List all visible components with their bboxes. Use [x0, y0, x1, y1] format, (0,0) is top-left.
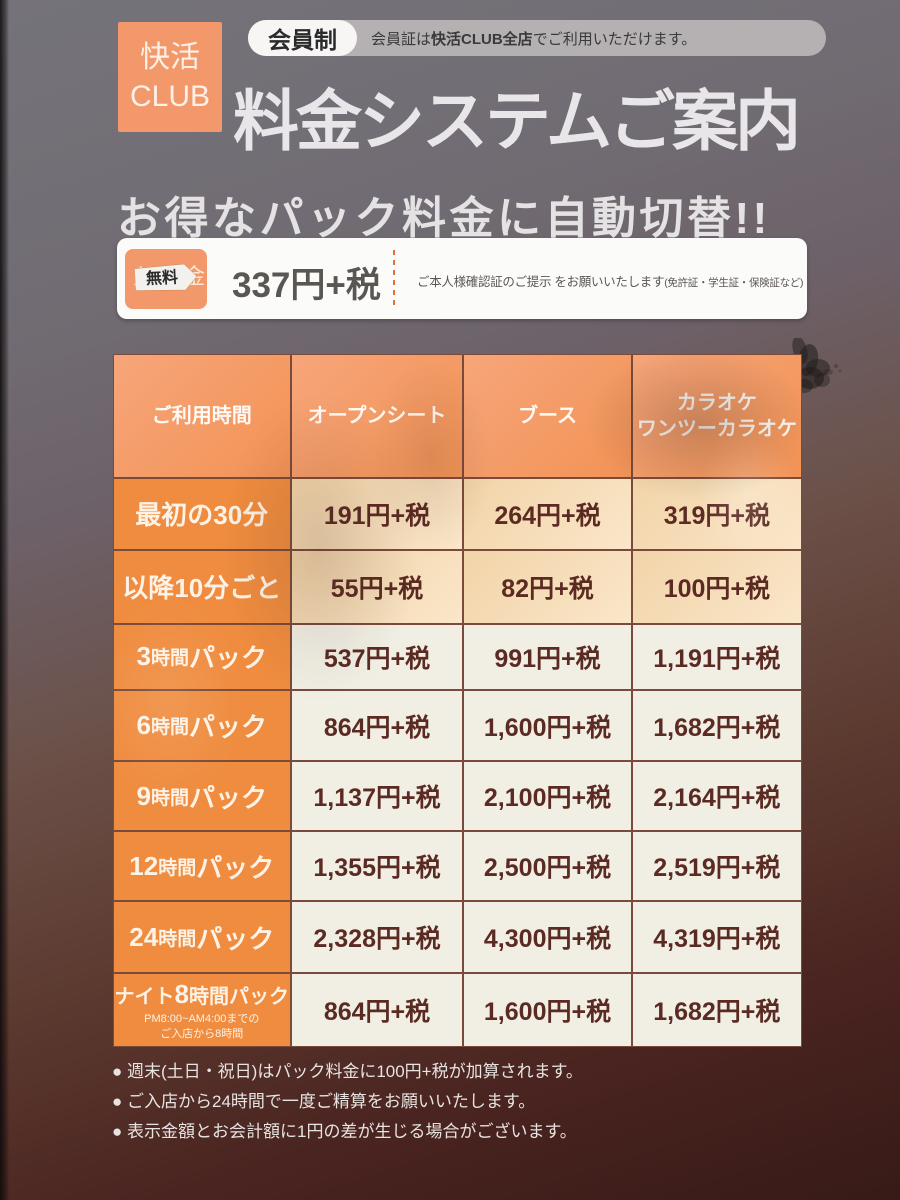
svg-text:無料: 無料 — [145, 267, 178, 288]
